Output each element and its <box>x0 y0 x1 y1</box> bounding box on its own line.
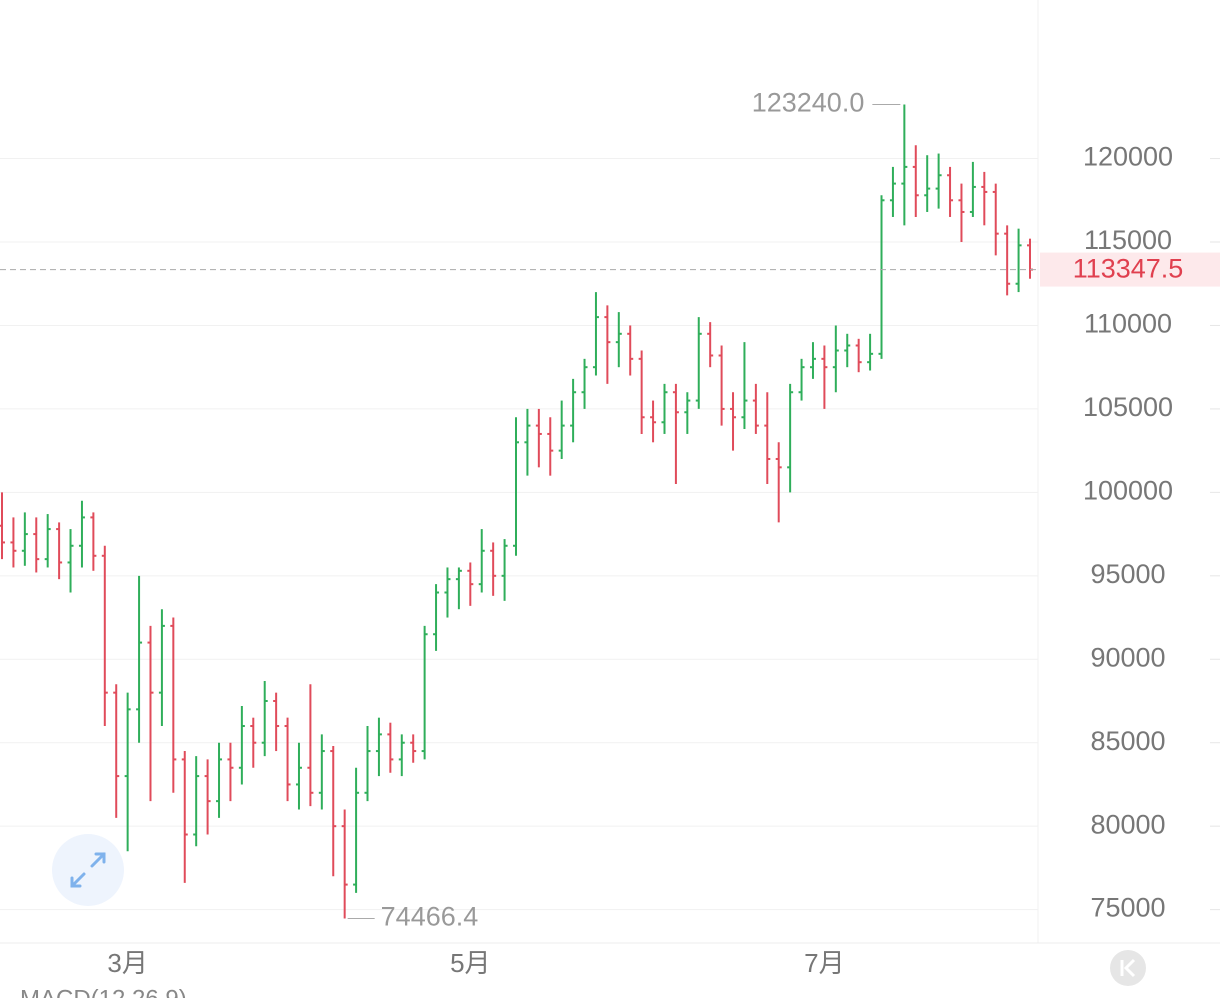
min-marker-label: 74466.4 <box>381 902 479 932</box>
max-marker-label: 123240.0 <box>752 88 865 118</box>
expand-icon <box>70 852 106 888</box>
y-tick-label: 100000 <box>1083 475 1173 505</box>
y-tick-label: 80000 <box>1090 809 1165 839</box>
indicator-label: MACD(12,26,9) <box>20 985 187 998</box>
y-tick-label: 75000 <box>1090 893 1165 923</box>
last-price-box <box>1040 252 1220 287</box>
x-tick-label: 3月 <box>107 948 147 978</box>
y-tick-label: 90000 <box>1090 642 1165 672</box>
y-tick-label: 95000 <box>1090 559 1165 589</box>
y-tick-label: 110000 <box>1084 309 1172 339</box>
scroll-icon <box>1120 958 1136 978</box>
y-tick-label: 115000 <box>1084 225 1172 255</box>
y-tick-label: 85000 <box>1090 726 1165 756</box>
x-tick-label: 7月 <box>804 948 844 978</box>
x-tick-label: 5月 <box>450 948 490 978</box>
expand-button[interactable] <box>52 834 124 906</box>
last-price-label: 113347.5 <box>1073 254 1184 284</box>
y-tick-label: 105000 <box>1083 392 1173 422</box>
y-tick-label: 120000 <box>1083 142 1173 172</box>
